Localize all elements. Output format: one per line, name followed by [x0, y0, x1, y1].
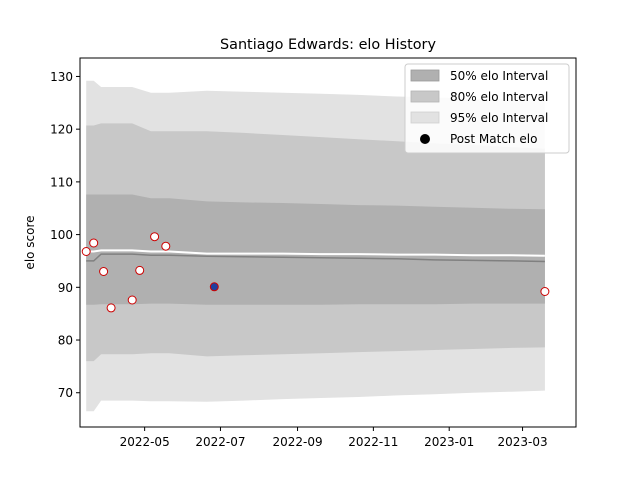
y-tick-label: 120: [50, 123, 73, 137]
legend: 50% elo Interval 80% elo Interval 95% el…: [404, 63, 570, 154]
post-match-elo-point: [161, 241, 171, 251]
post-match-elo-point: [127, 295, 137, 305]
post-match-elo-point: [106, 303, 116, 313]
post-match-elo-point: [540, 287, 550, 296]
x-tick-label: 2023-01: [424, 435, 474, 449]
chart-title: Santiago Edwards: elo History: [220, 37, 436, 53]
band-50-interval: [86, 194, 545, 305]
y-axis: 70 80 90 100 110 120 130: [50, 70, 80, 400]
y-tick-label: 100: [50, 228, 73, 242]
y-tick-label: 90: [58, 281, 73, 295]
y-axis-label: elo score: [23, 215, 37, 269]
post-match-elo-point: [81, 247, 91, 256]
x-axis: 2022-05 2022-07 2022-09 2022-11 2023-01 2023-…: [120, 427, 548, 449]
x-tick-label: 2022-07: [195, 435, 245, 449]
y-tick-label: 110: [50, 175, 73, 189]
post-match-elo-point: [99, 267, 109, 276]
post-match-elo-point: [89, 238, 99, 248]
y-tick-label: 70: [58, 386, 73, 400]
legend-label-50: 50% elo Interval: [450, 69, 548, 83]
y-tick-label: 130: [50, 70, 73, 84]
legend-marker-post-match: [420, 134, 430, 144]
post-match-elo-point: [135, 265, 145, 275]
post-match-elo-point: [150, 232, 160, 242]
x-tick-label: 2023-03: [497, 435, 547, 449]
legend-label-95: 95% elo Interval: [450, 111, 548, 125]
post-match-elo-point-current: [209, 282, 219, 292]
plot-area: [81, 80, 550, 412]
legend-frame: [404, 63, 570, 154]
legend-label-post-match: Post Match elo: [450, 132, 537, 146]
x-tick-label: 2022-11: [348, 435, 398, 449]
legend-label-80: 80% elo Interval: [450, 90, 548, 104]
median-elo-line: [86, 249, 545, 257]
x-tick-label: 2022-05: [120, 435, 170, 449]
y-tick-label: 80: [58, 334, 73, 348]
x-tick-label: 2022-09: [272, 435, 322, 449]
legend-swatch-80: [410, 90, 440, 103]
plot-frame: [79, 57, 577, 428]
legend-swatch-95: [410, 111, 440, 124]
legend-swatch-50: [410, 69, 440, 82]
mean-elo-line: [86, 253, 545, 263]
